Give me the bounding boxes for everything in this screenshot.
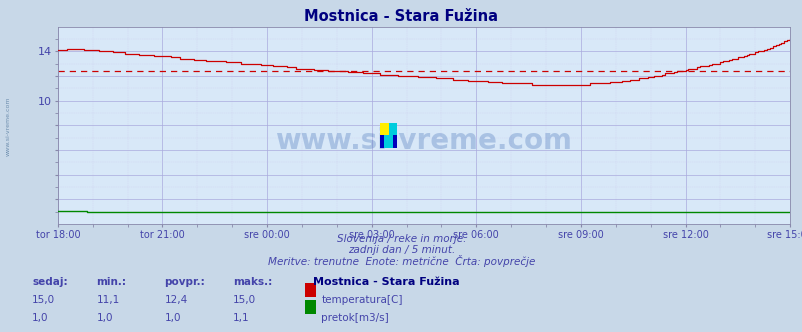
Text: 1,1: 1,1 [233, 313, 249, 323]
Text: pretok[m3/s]: pretok[m3/s] [321, 313, 388, 323]
Text: 15,0: 15,0 [233, 295, 256, 305]
Text: Mostnica - Stara Fužina: Mostnica - Stara Fužina [304, 9, 498, 24]
Text: 12,4: 12,4 [164, 295, 188, 305]
Text: Mostnica - Stara Fužina: Mostnica - Stara Fužina [313, 277, 460, 287]
Text: 15,0: 15,0 [32, 295, 55, 305]
Text: povpr.:: povpr.: [164, 277, 205, 287]
Text: www.si-vreme.com: www.si-vreme.com [275, 127, 572, 155]
Text: 1,0: 1,0 [32, 313, 49, 323]
Text: Meritve: trenutne  Enote: metrične  Črta: povprečje: Meritve: trenutne Enote: metrične Črta: … [268, 255, 534, 267]
Text: 1,0: 1,0 [164, 313, 181, 323]
Text: maks.:: maks.: [233, 277, 272, 287]
Bar [393, 135, 397, 148]
Text: Slovenija / reke in morje.: Slovenija / reke in morje. [336, 234, 466, 244]
Text: 1,0: 1,0 [96, 313, 113, 323]
Bar [388, 123, 397, 135]
Text: www.si-vreme.com: www.si-vreme.com [6, 96, 10, 156]
Text: 11,1: 11,1 [96, 295, 119, 305]
Bar [383, 135, 397, 148]
Bar [379, 123, 388, 135]
Text: zadnji dan / 5 minut.: zadnji dan / 5 minut. [347, 245, 455, 255]
Text: temperatura[C]: temperatura[C] [321, 295, 402, 305]
Text: sedaj:: sedaj: [32, 277, 67, 287]
Text: min.:: min.: [96, 277, 126, 287]
Bar [379, 135, 383, 148]
